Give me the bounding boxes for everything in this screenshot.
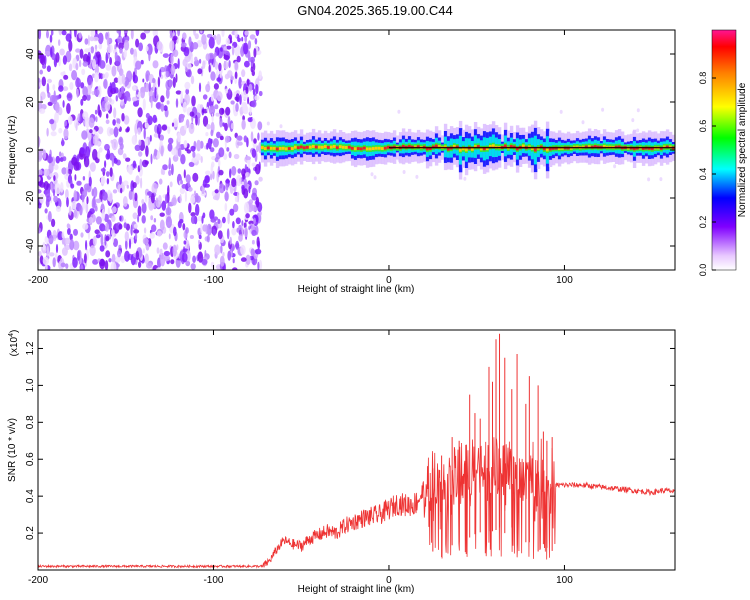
snr-multiplier: (x104) (8, 330, 20, 357)
y-tick-label: 1.2 (25, 341, 36, 355)
y-tick-label: 20 (25, 96, 36, 108)
snr-panel: -200 -100 0 100 0.2 0.4 0.6 0.8 1.0 1.2 Height of… (7, 329, 676, 595)
y-tick-label: 0.4 (25, 489, 36, 503)
x-tick-label: 0 (386, 575, 392, 586)
x-tick-label: -200 (28, 275, 48, 286)
colorbar-tick-label: 0.8 (698, 72, 708, 85)
colorbar-gradient (711, 29, 737, 271)
colorbar-tick-label: 0.6 (698, 120, 708, 133)
colorbar: 0.0 0.2 0.4 0.6 0.8 Normalized spectral ampl… (698, 29, 748, 277)
x-tick-label: 0 (386, 275, 392, 286)
snr-ylabel: SNR (10 * v/v) (7, 418, 18, 482)
snr-series-line (38, 437, 675, 569)
spectrogram-ylabel: Frequency (Hz) (7, 116, 18, 185)
noise-region (38, 30, 668, 270)
x-tick-label: -100 (203, 575, 223, 586)
x-tick-label: -100 (203, 275, 223, 286)
colorbar-label: Normalized spectral amplitude (737, 82, 748, 217)
colorbar-tick-label: 0.2 (698, 216, 708, 229)
x-tick-label: -200 (28, 575, 48, 586)
y-tick-label: 0.8 (25, 415, 36, 429)
y-tick-label: -40 (25, 238, 36, 253)
y-tick-label: 0 (25, 147, 36, 153)
x-tick-label: 100 (556, 575, 573, 586)
y-tick-label: 0.6 (25, 452, 36, 466)
chart-title: GN04.2025.365.19.00.C44 (297, 3, 453, 18)
y-tick-label: -20 (25, 190, 36, 205)
spectrogram-xlabel: Height of straight line (km) (298, 284, 415, 295)
y-tick-label: 40 (25, 48, 36, 60)
y-tick-label: 1.0 (25, 378, 36, 392)
x-tick-label: 100 (556, 275, 573, 286)
y-tick-label: 0.2 (25, 526, 36, 540)
colorbar-tick-label: 0.4 (698, 168, 708, 181)
snr-xlabel: Height of straight line (km) (298, 584, 415, 595)
snr-frame (37, 329, 676, 571)
colorbar-tick-label: 0.0 (698, 264, 708, 277)
signal-band (260, 120, 675, 180)
